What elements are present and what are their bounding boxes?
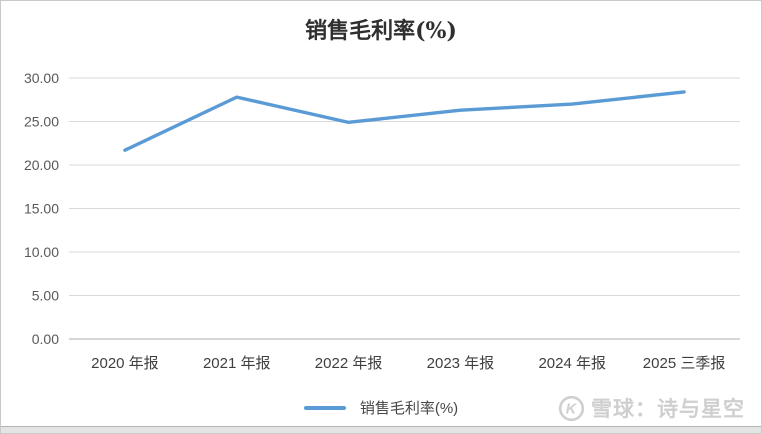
xueqiu-logo-icon: K [558, 395, 585, 421]
legend-line-swatch [303, 405, 346, 410]
y-axis-tick-label: 25.00 [24, 114, 59, 130]
y-axis-tick-label: 0.00 [32, 331, 59, 347]
legend: 销售毛利率(%) [1, 397, 761, 418]
x-axis-category-label: 2020 年报 [91, 355, 159, 372]
x-axis-category-label: 2022 年报 [315, 355, 383, 372]
svg-text:K: K [566, 401, 578, 417]
x-axis-category-label: 2023 年报 [427, 355, 495, 372]
watermark-text: 雪球：诗与星空 [591, 398, 745, 421]
y-axis-tick-label: 5.00 [32, 288, 59, 304]
x-axis-category-label: 2025 三季报 [643, 355, 726, 372]
y-axis-tick-label: 30.00 [24, 70, 59, 86]
y-axis-tick-label: 20.00 [24, 157, 59, 173]
legend-series-label: 销售毛利率(%) [359, 400, 459, 417]
series-line [123, 90, 686, 152]
window-bottom-edge [1, 426, 761, 433]
x-axis-category-label: 2024 年报 [538, 355, 606, 372]
chart-title: 销售毛利率(%) [305, 18, 457, 44]
y-axis-tick-label: 10.00 [24, 244, 59, 260]
x-axis-category-label: 2021 年报 [203, 355, 271, 372]
watermark: K 雪球：诗与星空 [558, 393, 745, 423]
y-axis-tick-label: 15.00 [24, 201, 59, 217]
